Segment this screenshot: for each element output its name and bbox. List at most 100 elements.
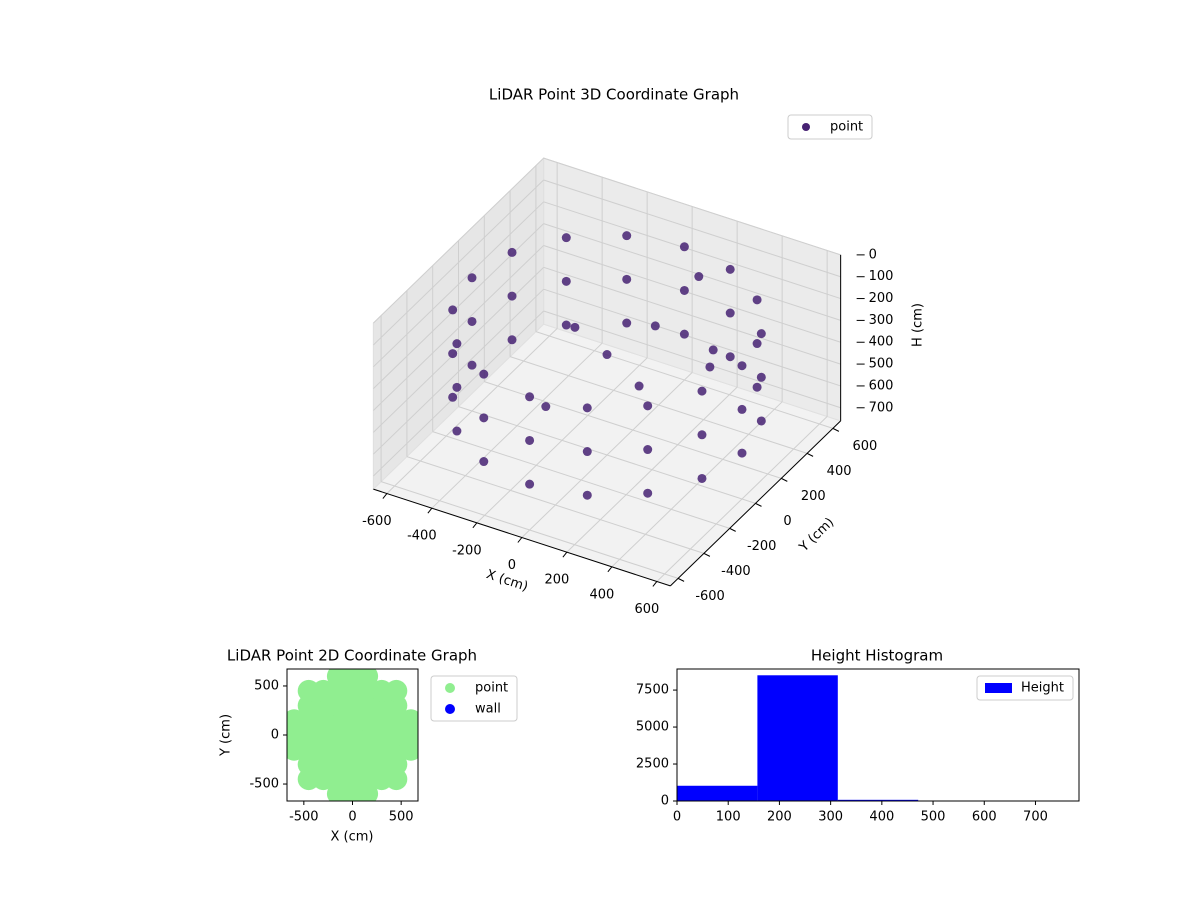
point bbox=[507, 247, 517, 257]
x-tick-label: 700 bbox=[1023, 810, 1048, 825]
y-tick-label: 7500 bbox=[636, 683, 669, 698]
grid-line bbox=[543, 288, 841, 387]
point bbox=[705, 362, 715, 372]
point bbox=[541, 402, 551, 412]
point bbox=[650, 321, 660, 331]
z-axis-label: H (cm) bbox=[911, 303, 926, 347]
y-axis-label: Y (cm) bbox=[219, 714, 234, 757]
y-tick-label: 5000 bbox=[636, 720, 669, 735]
point bbox=[452, 382, 462, 392]
z-tick-label: 400 bbox=[869, 335, 894, 350]
point bbox=[561, 320, 571, 330]
x-tick-label: 500 bbox=[921, 810, 946, 825]
point bbox=[643, 488, 653, 498]
point bbox=[679, 329, 689, 339]
point bbox=[737, 448, 747, 458]
point bbox=[725, 308, 735, 318]
legend-marker bbox=[445, 704, 455, 714]
point bbox=[452, 339, 462, 349]
point bbox=[725, 264, 735, 274]
grid-line bbox=[406, 456, 705, 554]
grid-line bbox=[543, 310, 841, 409]
grid-line bbox=[458, 406, 756, 504]
x-tick-label: 0 bbox=[348, 810, 356, 825]
y-tick bbox=[677, 577, 685, 582]
y-axis-line bbox=[670, 420, 841, 587]
point bbox=[561, 276, 571, 286]
x-axis-line bbox=[373, 488, 671, 587]
z-tick-label: 0 bbox=[869, 247, 877, 262]
point bbox=[708, 345, 718, 355]
grid-line bbox=[380, 481, 679, 579]
point bbox=[752, 339, 762, 349]
point bbox=[507, 291, 517, 301]
grid-line bbox=[543, 157, 841, 256]
chart-title: Height Histogram bbox=[811, 647, 943, 665]
point bbox=[697, 473, 707, 483]
point bbox=[467, 316, 477, 326]
y-tick bbox=[703, 552, 711, 557]
z-tick-label: 300 bbox=[869, 313, 894, 328]
x-tick-label: -600 bbox=[362, 514, 392, 529]
point bbox=[725, 352, 735, 362]
legend-marker bbox=[445, 683, 455, 693]
y-tick bbox=[755, 502, 762, 507]
x-tick-label: -200 bbox=[452, 543, 482, 558]
point bbox=[479, 457, 489, 467]
point bbox=[479, 413, 489, 423]
point bbox=[756, 416, 766, 426]
point bbox=[448, 349, 458, 359]
x-tick bbox=[652, 581, 658, 587]
chart-title: LiDAR Point 2D Coordinate Graph bbox=[227, 647, 477, 665]
legend-marker bbox=[802, 123, 810, 131]
grid-line bbox=[373, 157, 544, 324]
point bbox=[737, 404, 747, 414]
y-tick-label: 2500 bbox=[636, 757, 669, 772]
point bbox=[561, 233, 571, 243]
grid-line bbox=[373, 179, 544, 346]
point bbox=[634, 381, 644, 391]
y-tick-label: -400 bbox=[721, 564, 751, 579]
z-tick-label: 600 bbox=[869, 378, 894, 393]
point bbox=[622, 231, 632, 241]
x-tick-label: -500 bbox=[289, 810, 319, 825]
point bbox=[697, 386, 707, 396]
x-tick-label: 600 bbox=[634, 602, 659, 617]
grid-line bbox=[543, 266, 841, 365]
x-tick bbox=[607, 566, 613, 573]
x-tick bbox=[427, 507, 433, 514]
point bbox=[525, 435, 535, 445]
point bbox=[467, 360, 477, 370]
x-tick bbox=[562, 551, 568, 558]
legend-label: wall bbox=[475, 702, 501, 717]
point bbox=[399, 709, 418, 732]
x-tick-label: 0 bbox=[508, 558, 516, 573]
y-tick-label: 200 bbox=[801, 489, 826, 504]
point bbox=[356, 669, 379, 688]
point bbox=[507, 335, 517, 345]
y-tick bbox=[781, 477, 788, 482]
grid-line bbox=[373, 201, 544, 368]
x-tick bbox=[472, 522, 478, 529]
point bbox=[479, 369, 489, 379]
point bbox=[622, 318, 632, 328]
z-tick-label: 500 bbox=[869, 357, 894, 372]
point bbox=[525, 392, 535, 402]
grid-line bbox=[543, 201, 841, 300]
legend-label: Height bbox=[1021, 681, 1064, 696]
y-tick-label: 0 bbox=[783, 514, 791, 529]
y-tick-label: 500 bbox=[254, 678, 279, 693]
chart-title: LiDAR Point 3D Coordinate Graph bbox=[489, 86, 739, 104]
x-tick-label: -400 bbox=[407, 529, 437, 544]
point bbox=[643, 401, 653, 411]
z-tick-label: 100 bbox=[869, 269, 894, 284]
x-tick-label: 200 bbox=[767, 810, 792, 825]
point bbox=[467, 273, 477, 283]
x-tick bbox=[517, 537, 523, 543]
y-tick bbox=[832, 427, 840, 432]
y-tick-label: 600 bbox=[852, 439, 877, 454]
x-tick-label: 0 bbox=[673, 810, 681, 825]
legend-label: point bbox=[830, 120, 863, 135]
grid-line bbox=[543, 223, 841, 321]
